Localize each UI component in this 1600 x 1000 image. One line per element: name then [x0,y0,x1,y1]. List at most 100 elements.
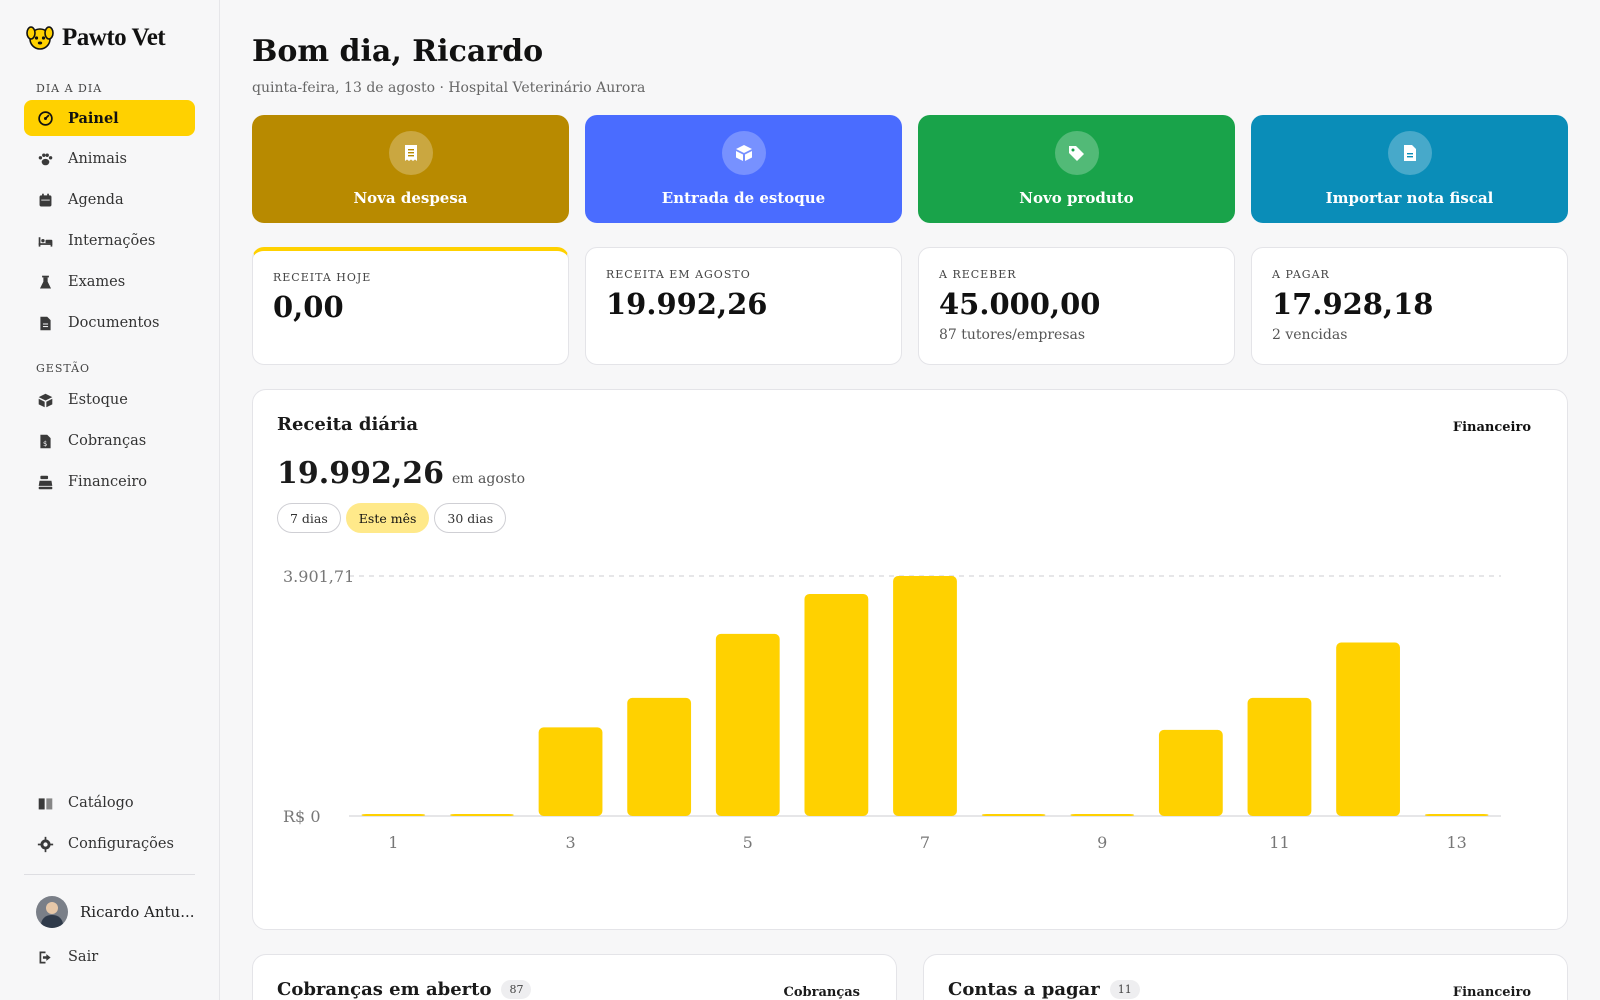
kpi-card-receivable: A RECEBER 45.000,00 87 tutores/empresas [918,247,1235,365]
action-label: Nova despesa [353,189,468,207]
chart-total-value: 19.992,26 [277,456,445,491]
kpi-sub: 2 vencidas [1272,327,1348,343]
nav-item-label: Agenda [68,192,124,208]
nav-item-internacoes[interactable]: Internações [24,223,195,259]
sidebar: Pawto Vet DIA A DIA Painel Animais Agend… [0,0,220,1000]
chart-total: 19.992,26 em agosto [277,456,525,491]
gauge-icon [36,109,54,127]
cobrancas-link[interactable]: Cobranças [783,985,861,1000]
chart-total-suffix: em agosto [452,471,526,487]
tags-icon [1054,131,1099,175]
x-tick-label: 7 [920,833,930,852]
sidebar-divider [24,874,195,875]
avatar [36,896,68,928]
user-name: Ricardo Antu... [80,903,195,921]
kpi-value: 0,00 [273,290,344,324]
chart-bar [538,727,603,816]
kpi-card-revenue-month: RECEITA EM AGOSTO 19.992,26 [585,247,902,365]
chart-bar [1158,729,1223,816]
invoice-icon: $ [36,432,54,450]
nav-item-configuracoes[interactable]: Configurações [24,826,195,862]
brand[interactable]: Pawto Vet [24,22,166,54]
nav-item-catalogo[interactable]: Catálogo [24,785,195,821]
card-title: Cobranças em aberto [277,979,492,1000]
bed-icon [36,232,54,250]
flask-icon [36,273,54,291]
chart-bar [1424,814,1489,816]
dog-logo-icon [26,26,54,50]
bills-to-pay-card: Contas a pagar 11 Financeiro [923,954,1568,1000]
y-min-label: R$ 0 [283,807,321,826]
chart-bar [715,633,780,816]
book-icon [36,794,54,812]
financeiro-link[interactable]: Financeiro [1452,985,1531,1000]
count-badge: 11 [1109,980,1140,999]
chart-bar [627,697,692,816]
kpi-label: RECEITA EM AGOSTO [606,268,751,281]
range-this-month[interactable]: Este mês [345,503,430,533]
x-tick-label: 9 [1097,833,1107,852]
range-30-days[interactable]: 30 dias [434,503,507,533]
nav-item-label: Financeiro [68,474,148,490]
chart-bar [893,576,957,816]
kpi-value: 17.928,18 [1272,287,1434,321]
page-title: Bom dia, Ricardo [252,34,544,69]
gear-icon [36,835,54,853]
x-tick-label: 13 [1447,833,1467,852]
kpi-sub: 87 tutores/empresas [939,327,1086,343]
nav-item-label: Painel [68,109,119,127]
kpi-row: RECEITA HOJE 0,00 RECEITA EM AGOSTO 19.9… [252,247,1568,365]
kpi-value: 19.992,26 [606,287,768,321]
logout-button[interactable]: Sair [24,939,195,975]
range-selector: 7 dias Este mês 30 dias [277,503,507,533]
logout-icon [36,948,54,966]
nav-item-label: Animais [68,151,127,167]
box-icon [721,131,766,175]
action-label: Entrada de estoque [661,189,826,207]
chart-bar [1336,642,1400,816]
open-charges-card: Cobranças em aberto 87 Cobranças [252,954,897,1000]
main-content: Bom dia, Ricardo quinta-feira, 13 de ago… [252,0,1568,1000]
nav-item-label: Estoque [68,392,128,408]
kpi-label: A RECEBER [939,268,1017,281]
x-tick-label: 11 [1269,833,1289,852]
nav-item-estoque[interactable]: Estoque [24,382,195,418]
nav-item-documentos[interactable]: Documentos [24,305,195,341]
page-subtitle: quinta-feira, 13 de agosto · Hospital Ve… [252,80,646,96]
nav-item-label: Internações [68,233,156,249]
paw-icon [36,150,54,168]
chart-bar [361,814,426,816]
daily-revenue-card: Receita diária Financeiro 19.992,26 em a… [252,389,1568,930]
nav-item-financeiro[interactable]: Financeiro [24,464,195,500]
nav-item-label: Documentos [68,315,160,331]
section-label-manage: GESTÃO [36,362,91,375]
nav-item-label: Cobranças [68,433,147,449]
user-profile[interactable]: Ricardo Antu... [36,896,195,928]
chart-bar [450,814,514,816]
count-badge: 87 [501,980,532,999]
financeiro-link[interactable]: Financeiro [1452,420,1531,435]
chart-bar [981,814,1046,816]
nav-item-animais[interactable]: Animais [24,141,195,177]
nav-item-painel[interactable]: Painel [24,100,195,136]
x-tick-label: 3 [565,833,575,852]
section-label-daily: DIA A DIA [36,82,103,95]
import-invoice-button[interactable]: Importar nota fiscal [1251,115,1568,223]
cash-register-icon [36,473,54,491]
svg-text:$: $ [42,439,46,447]
kpi-card-payable: A PAGAR 17.928,18 2 vencidas [1251,247,1568,365]
stock-entry-button[interactable]: Entrada de estoque [585,115,902,223]
x-tick-label: 1 [388,833,398,852]
logout-label: Sair [68,949,99,965]
range-7-days[interactable]: 7 dias [277,503,341,533]
nav-item-agenda[interactable]: Agenda [24,182,195,218]
daily-revenue-chart: 3.901,71R$ 01 3 5 7 9 11 13 [283,567,1501,852]
nav-item-cobrancas[interactable]: $ Cobranças [24,423,195,459]
brand-name: Pawto Vet [62,24,166,51]
new-product-button[interactable]: Novo produto [918,115,1235,223]
box-icon [36,391,54,409]
quick-actions: Nova despesa Entrada de estoque Novo pro… [252,115,1568,223]
new-expense-button[interactable]: Nova despesa [252,115,569,223]
nav-item-exames[interactable]: Exames [24,264,195,300]
action-label: Novo produto [1019,189,1134,207]
